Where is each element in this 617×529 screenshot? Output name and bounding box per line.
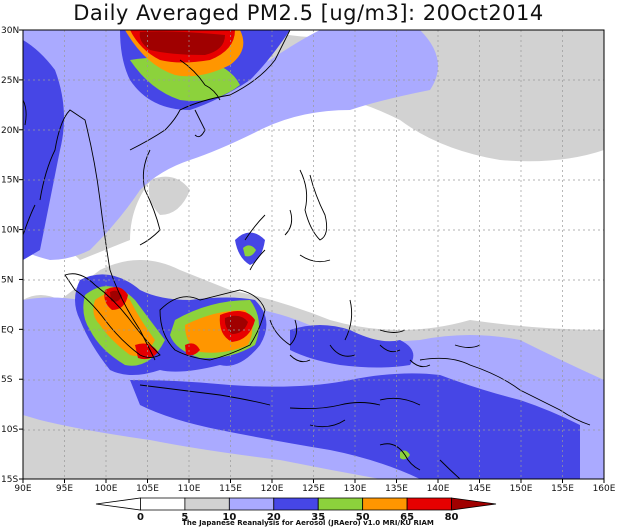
colorbar-level-label: 10: [222, 512, 236, 523]
lon-tick-label: 100E: [95, 484, 118, 494]
pm25-blue-west: [23, 40, 64, 260]
colorbar-segment: [228, 497, 275, 511]
lon-tick-label: 105E: [136, 484, 159, 494]
colorbar-segment: [362, 497, 408, 511]
lon-tick-label: 150E: [510, 484, 533, 494]
lat-tick-label: 15S: [1, 475, 18, 485]
pm25-blue-sulawesi: [290, 325, 414, 368]
lon-tick-label: 145E: [468, 484, 491, 494]
graticule: [23, 30, 604, 479]
lon-tick-label: 120E: [261, 484, 284, 494]
colorbar-segment: [406, 497, 452, 511]
lat-tick-label: 5S: [1, 375, 13, 385]
map-title: Daily Averaged PM2.5 [ug/m3]: 20Oct2014: [73, 1, 544, 25]
pm25-grey-patch: [148, 176, 190, 215]
lon-tick-label: 90E: [14, 484, 31, 494]
colorbar-level-label: 0: [137, 512, 144, 523]
lat-tick-label: 30N: [1, 26, 19, 36]
colorbar-segment: [451, 497, 497, 511]
pm25-lightblue-north: [23, 30, 438, 260]
lon-tick-label: 135E: [385, 484, 408, 494]
colorbar-segment: [95, 497, 141, 511]
pm25-green-dot: [243, 245, 256, 257]
pm25-orange-sumatra: [93, 292, 155, 356]
lat-tick-label: 15N: [1, 176, 19, 186]
lat-tick-label: 20N: [1, 126, 19, 136]
credit-line: The Japanese Reanalysis for Aerosol (JRA…: [182, 519, 434, 527]
lon-tick-label: 110E: [178, 484, 201, 494]
pm25-darkred-china: [139, 31, 225, 55]
longitude-ticks: 90E 95E 100E 105E 110E 115E 120E 125E 130E 135E 14…: [14, 479, 616, 494]
lat-tick-label: 10N: [1, 226, 19, 236]
colorbar-level-label: 80: [445, 512, 459, 523]
colorbar: 0 5 10 20 35 50 65 80: [95, 497, 497, 523]
colorbar-level-label: 20: [267, 512, 281, 523]
colorbar-segment: [317, 497, 364, 511]
latitude-ticks: 30N 25N 20N 15N 10N 5N EQ 5S 10S 15S: [1, 26, 23, 485]
colorbar-segment: [273, 497, 319, 511]
lon-tick-label: 155E: [551, 484, 574, 494]
colorbar-level-label: 5: [181, 512, 188, 523]
colorbar-level-label: 50: [356, 512, 370, 523]
lon-tick-label: 140E: [427, 484, 450, 494]
colorbar-segment: [140, 497, 186, 511]
colorbar-segment: [184, 497, 230, 511]
lat-tick-label: EQ: [1, 325, 14, 335]
pm25-fields: [23, 30, 604, 479]
lat-tick-label: 10S: [1, 425, 18, 435]
lon-tick-label: 115E: [219, 484, 242, 494]
lat-tick-label: 5N: [1, 275, 13, 285]
lat-tick-label: 25N: [1, 76, 19, 86]
lon-tick-label: 130E: [344, 484, 367, 494]
lon-tick-label: 95E: [56, 484, 73, 494]
lon-tick-label: 125E: [302, 484, 325, 494]
colorbar-level-label: 35: [311, 512, 325, 523]
colorbar-level-label: 65: [400, 512, 414, 523]
lon-tick-label: 160E: [593, 484, 616, 494]
